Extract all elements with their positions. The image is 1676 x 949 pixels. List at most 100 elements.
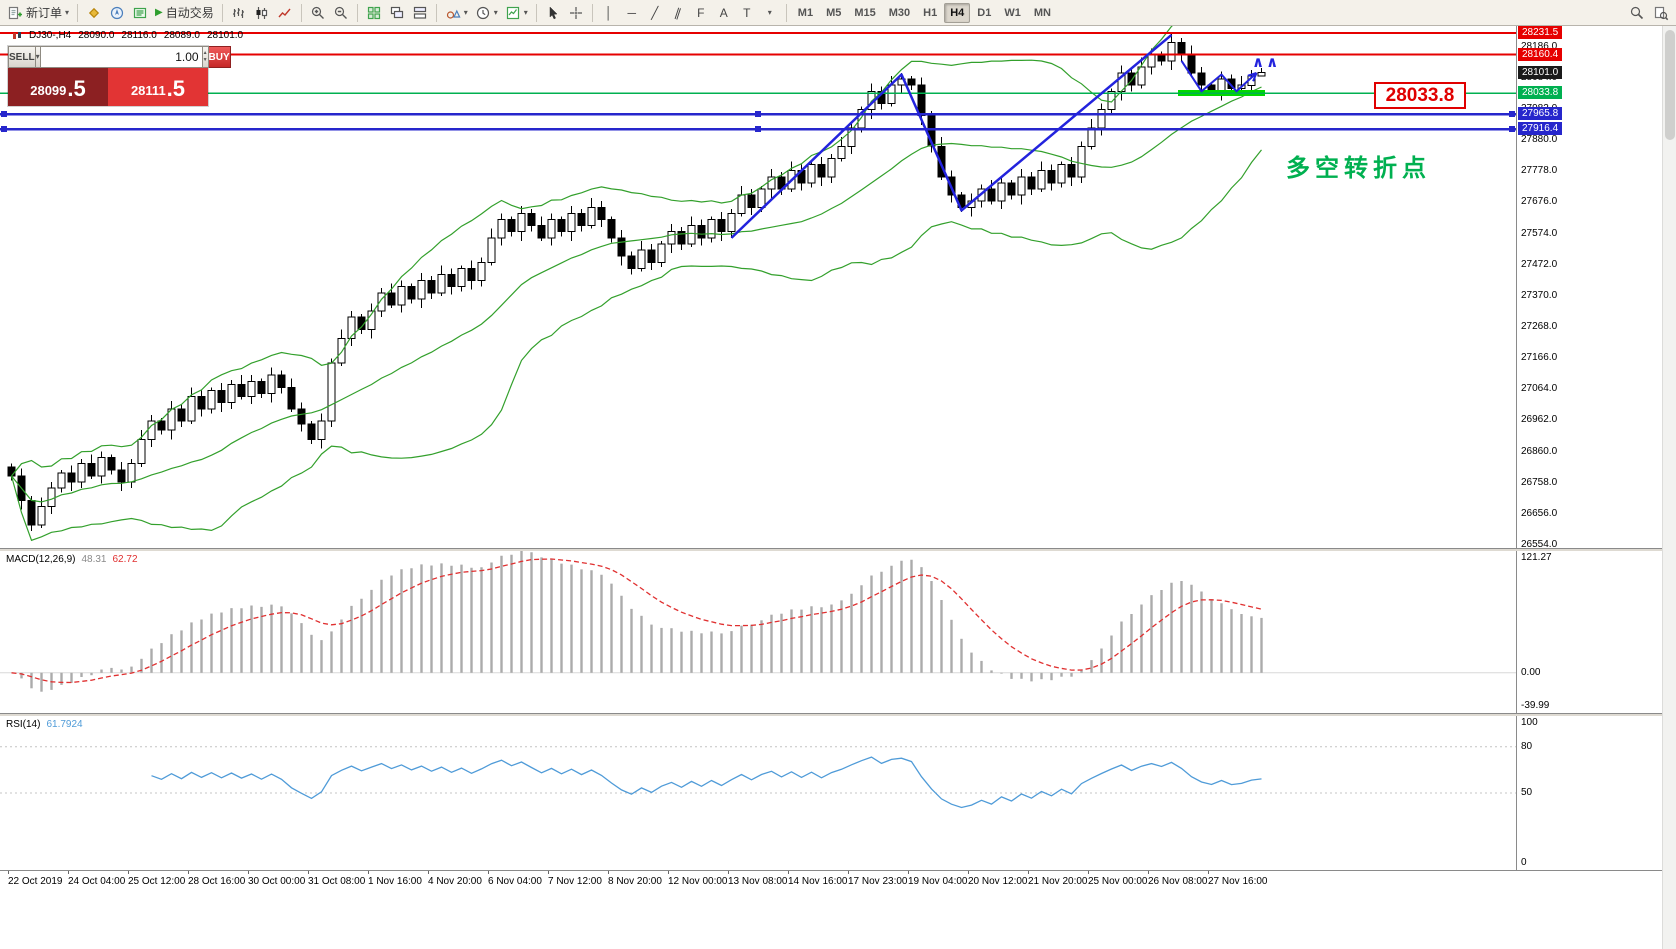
price-axis-label: 27370.0 [1521, 289, 1558, 301]
time-axis-label: 14 Nov 16:00 [788, 876, 848, 887]
timeframe-w1[interactable]: W1 [1004, 6, 1021, 19]
order-type-dropdown[interactable]: ▾ [35, 46, 41, 68]
bar-chart-button[interactable] [228, 2, 250, 24]
new-order-button[interactable]: 新订单 ▾ [4, 2, 72, 24]
price-scale[interactable]: 28186.028084.027982.027880.027778.027676… [1517, 26, 1662, 548]
fibonacci-icon: F [697, 5, 705, 20]
shapes-menu-button[interactable]: ▾ [442, 2, 471, 24]
zoom-in-button[interactable] [307, 2, 329, 24]
rsi-scale[interactable]: 100 80 50 0 [1517, 716, 1662, 870]
time-axis-tick [1148, 871, 1149, 874]
channel-tool[interactable]: ∥ [667, 2, 689, 24]
timeframe-m15[interactable]: M15 [854, 6, 876, 19]
terminal-icon [133, 7, 147, 18]
toolbar-separator [435, 3, 437, 22]
candlestick-chart-button[interactable] [251, 2, 273, 24]
cascade-windows-button[interactable] [386, 2, 408, 24]
time-axis-label: 8 Nov 20:00 [608, 876, 662, 887]
time-axis-tick [1028, 871, 1029, 874]
volume-stepper[interactable]: ▲ ▼ [202, 46, 209, 68]
line-chart-button[interactable] [274, 2, 296, 24]
price-line-badge: 27916.4 [1518, 122, 1563, 136]
timeframe-d1[interactable]: D1 [977, 6, 992, 19]
timeframe-m5[interactable]: M5 [826, 6, 842, 19]
time-axis-tick [1088, 871, 1089, 874]
volume-input[interactable] [40, 46, 203, 68]
label-tool[interactable]: T [736, 2, 758, 24]
fibonacci-tool[interactable]: F [690, 2, 712, 24]
terminal-button[interactable] [129, 2, 151, 24]
main-chart-canvas[interactable] [0, 26, 1516, 548]
navigator-button[interactable] [106, 2, 128, 24]
trendlines[interactable] [730, 33, 1258, 239]
rsi-name: RSI(14) [6, 719, 41, 730]
close-value: 28101.0 [206, 30, 244, 41]
vertical-scrollbar[interactable] [1662, 0, 1676, 949]
open-value: 28090.0 [78, 30, 115, 41]
market-watch-button[interactable] [83, 2, 105, 24]
time-axis-tick [488, 871, 489, 874]
time-axis-label: 22 Oct 2019 [8, 876, 63, 887]
panel-splitter[interactable] [0, 548, 1662, 551]
search-button[interactable] [1626, 2, 1648, 24]
chevron-down-icon: ▾ [523, 7, 528, 17]
macd-canvas[interactable] [0, 551, 1516, 713]
time-axis-label: 21 Nov 20:00 [1028, 876, 1088, 887]
time-axis-label: 24 Oct 04:00 [68, 876, 126, 887]
cursor-tool-button[interactable] [542, 2, 564, 24]
arrange-windows-button[interactable] [409, 2, 431, 24]
autotrading-button[interactable]: ▶ 自动交易 [152, 2, 217, 24]
cursor-icon [549, 5, 558, 19]
timeframe-h4[interactable]: H4 [944, 2, 971, 23]
macd-scale-label: 0.00 [1521, 666, 1541, 678]
price-axis-label: 27472.0 [1521, 258, 1558, 270]
time-axis-tick [428, 871, 429, 874]
horizontal-line-tool[interactable]: ─ [621, 2, 643, 24]
text-tool[interactable]: A [713, 2, 735, 24]
price-axis-label: 26962.0 [1521, 414, 1558, 426]
timeframe-mn[interactable]: MN [1033, 6, 1051, 19]
price-axis-label: 28186.0 [1521, 40, 1558, 52]
crosshair-tool-button[interactable] [565, 2, 587, 24]
indicators-menu-button[interactable]: ▾ [502, 2, 531, 24]
timeframe-m1[interactable]: M1 [797, 6, 814, 19]
price-axis-label: 26554.0 [1521, 538, 1558, 548]
bollinger-bands [10, 26, 1262, 542]
price-callout[interactable]: 28033.8 [1374, 82, 1466, 109]
more-tools-button[interactable]: ▾ [759, 2, 781, 24]
time-axis-tick [548, 871, 549, 874]
toolbar-separator [535, 3, 537, 22]
tile-windows-button[interactable] [363, 2, 385, 24]
sell-button[interactable]: SELL [8, 46, 36, 68]
macd-scale[interactable]: 121.27 0.00 -39.99 [1517, 551, 1662, 713]
zoom-out-button[interactable] [330, 2, 352, 24]
time-axis[interactable]: 22 Oct 2019 24 Oct 04:00 25 Oct 12:00 28 Oc… [0, 870, 1676, 890]
caret-marks-annotation[interactable]: ∧∧ [1252, 54, 1281, 71]
timeframe-h1[interactable]: H1 [923, 6, 938, 19]
panel-splitter[interactable] [0, 713, 1662, 716]
sell-price-button[interactable]: 28099 .5 [8, 68, 108, 106]
time-axis-tick [608, 871, 609, 874]
timeframe-m30[interactable]: M30 [888, 6, 911, 19]
symbol-period-label: DJ30-,H4 [29, 30, 72, 41]
channel-icon: ∥ [672, 4, 683, 21]
time-axis-label: 25 Oct 12:00 [128, 876, 186, 887]
time-axis-label: 30 Oct 00:00 [248, 876, 306, 887]
turning-point-annotation[interactable]: 多空转折点 [1286, 155, 1431, 182]
toolbar-separator [356, 3, 358, 22]
line-chart-icon [278, 8, 291, 17]
buy-button[interactable]: BUY [208, 46, 231, 68]
toolbar-right-group [1626, 2, 1672, 24]
horizontal-price-lines[interactable] [0, 31, 1516, 133]
rsi-canvas[interactable] [0, 716, 1516, 870]
buy-price-button[interactable]: 28111 .5 [108, 68, 208, 106]
trendline-tool[interactable]: ╱ [644, 2, 666, 24]
time-axis-label: 31 Oct 08:00 [308, 876, 366, 887]
symbol-search-button[interactable] [1650, 2, 1672, 24]
rsi-value: 61.7924 [46, 719, 83, 730]
period-menu-button[interactable]: ▾ [472, 2, 501, 24]
new-order-label: 新订单 [26, 6, 63, 20]
scrollbar-thumb[interactable] [1665, 30, 1675, 140]
vertical-line-tool[interactable]: │ [598, 2, 620, 24]
time-axis-label: 28 Oct 16:00 [188, 876, 246, 887]
